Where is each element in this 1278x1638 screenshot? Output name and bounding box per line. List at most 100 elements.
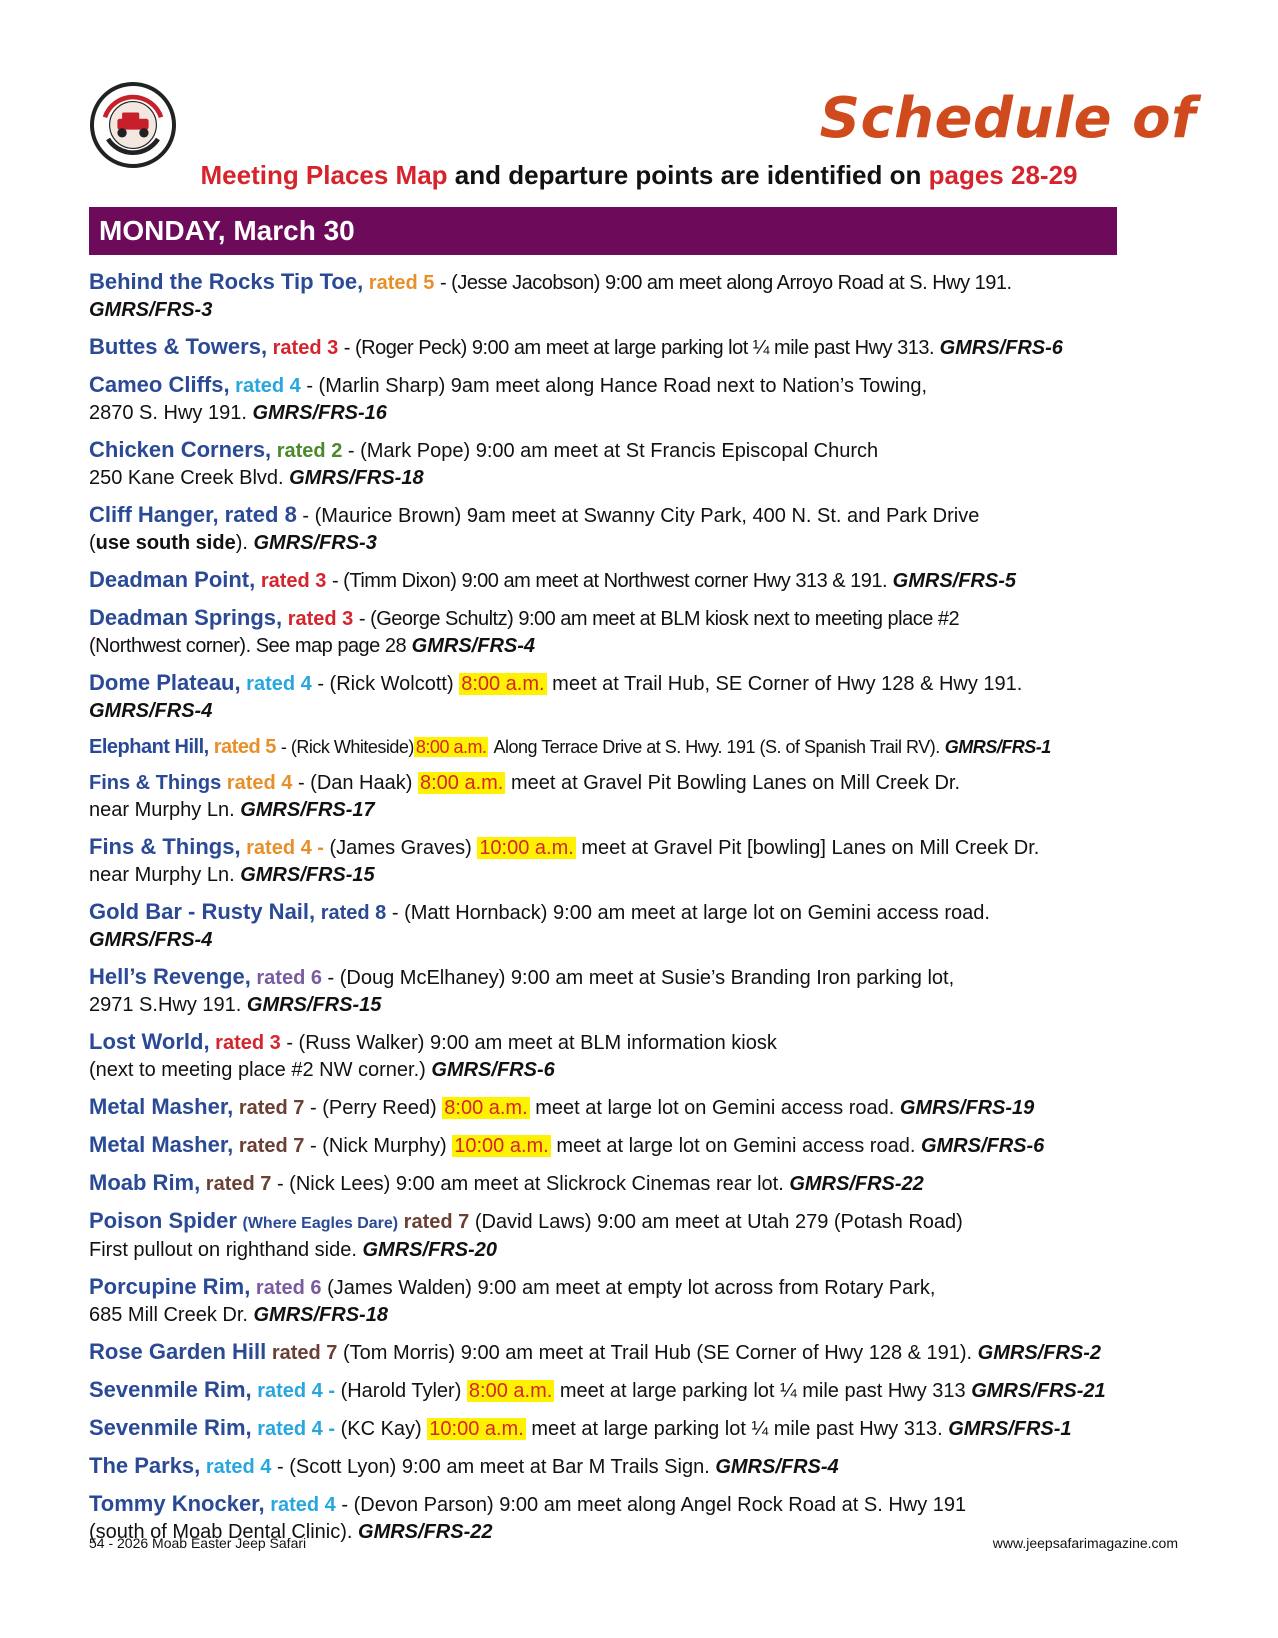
- departure-time-highlight: 8:00 a.m.: [442, 1097, 530, 1119]
- trail-rating: rated 4: [235, 375, 301, 397]
- trail-name: Cameo Cliffs,: [89, 372, 230, 397]
- radio-channel: GMRS/FRS-4: [411, 635, 536, 657]
- list-item: Cameo Cliffs, rated 4 - (Marlin Sharp) 9…: [89, 371, 1209, 427]
- trail-name: Sevenmile Rim,: [89, 1415, 252, 1440]
- trail-details: - (Doug McElhaney) 9:00 am meet at Susie…: [327, 967, 955, 989]
- trail-details: - (Dan Haak): [297, 772, 413, 794]
- radio-channel: GMRS/FRS-17: [240, 799, 375, 821]
- trail-rating: rated 4 -: [257, 1418, 336, 1440]
- radio-channel: GMRS/FRS-19: [899, 1097, 1035, 1119]
- trail-name: Deadman Point,: [89, 567, 256, 592]
- subtitle-text: and departure points are identified on: [447, 160, 929, 190]
- meeting-places-map-link[interactable]: Meeting Places Map: [200, 160, 448, 190]
- radio-channel: GMRS/FRS-22: [789, 1173, 924, 1195]
- list-item: Fins & Things rated 4 - (Dan Haak) 8:00 …: [89, 770, 1209, 824]
- trail-name: Behind the Rocks Tip Toe,: [89, 269, 364, 294]
- list-item: Fins & Things, rated 4 - (James Graves) …: [89, 833, 1209, 889]
- departure-time-highlight: 10:00 a.m.: [427, 1418, 526, 1440]
- radio-channel: GMRS/FRS-16: [252, 402, 387, 424]
- trail-name: Moab Rim,: [89, 1170, 201, 1195]
- trail-details-rest: meet at Gravel Pit Bowling Lanes on Mill…: [510, 772, 961, 794]
- trail-details-rest: meet at large parking lot ¼ mile past Hw…: [531, 1418, 943, 1440]
- departure-time-highlight: 8:00 a.m.: [413, 737, 489, 757]
- trail-details-line2-close: ).: [235, 532, 248, 554]
- departure-time-highlight: 10:00 a.m.: [477, 837, 576, 859]
- trail-name: Hell’s Revenge,: [89, 964, 251, 989]
- radio-channel: GMRS/FRS-15: [240, 864, 375, 886]
- trail-rating: rated 7: [403, 1211, 470, 1233]
- list-item: Rose Garden Hill rated 7 (Tom Morris) 9:…: [89, 1338, 1209, 1367]
- schedule-list: Behind the Rocks Tip Toe, rated 5 - (Jes…: [89, 268, 1209, 1546]
- departure-time-highlight: 8:00 a.m.: [417, 772, 506, 794]
- pages-reference[interactable]: pages 28-29: [928, 160, 1078, 190]
- radio-channel: GMRS/FRS-5: [892, 570, 1016, 592]
- list-item: The Parks, rated 4 - (Scott Lyon) 9:00 a…: [89, 1452, 1209, 1481]
- trail-name: Rose Garden Hill: [89, 1339, 267, 1364]
- trail-name: Chicken Corners,: [89, 437, 272, 462]
- list-item: Metal Masher, rated 7 - (Perry Reed) 8:0…: [89, 1093, 1209, 1122]
- trail-rating: rated 5: [368, 272, 435, 294]
- radio-channel: GMRS/FRS-1: [948, 1418, 1072, 1440]
- trail-details: - (Russ Walker) 9:00 am meet at BLM info…: [286, 1032, 777, 1054]
- trail-name: Deadman Springs,: [89, 605, 283, 630]
- trail-details-line2: 685 Mill Creek Dr.: [89, 1304, 248, 1326]
- trail-details: - (Mark Pope) 9:00 am meet at St Francis…: [347, 440, 879, 462]
- radio-channel: GMRS/FRS-4: [89, 929, 213, 951]
- trail-rating: rated 7: [205, 1173, 272, 1195]
- trail-details-rest: meet at Trail Hub, SE Corner of Hwy 128 …: [552, 673, 1023, 695]
- radio-channel: GMRS/FRS-1: [944, 737, 1052, 757]
- trail-name: Elephant Hill,: [89, 736, 209, 758]
- list-item: Lost World, rated 3 - (Russ Walker) 9:00…: [89, 1028, 1209, 1084]
- radio-channel: GMRS/FRS-21: [971, 1380, 1106, 1402]
- trail-details: (James Walden) 9:00 am meet at empty lot…: [327, 1277, 936, 1299]
- trail-details: - (Devon Parson) 9:00 am meet along Ange…: [341, 1494, 967, 1516]
- list-item: Metal Masher, rated 7 - (Nick Murphy) 10…: [89, 1131, 1209, 1160]
- trail-name: Cliff Hanger, rated 8: [89, 502, 297, 527]
- trail-details: - (Scott Lyon) 9:00 am meet at Bar M Tra…: [277, 1456, 710, 1478]
- trail-name: Dome Plateau,: [89, 670, 241, 695]
- trail-rating: rated 6: [256, 967, 322, 989]
- trail-details-line2: (next to meeting place #2 NW corner.): [89, 1059, 426, 1081]
- trail-details-line2: (Northwest corner). See map page 28: [89, 635, 407, 657]
- trail-rating: rated 4 -: [246, 837, 324, 859]
- trail-rating: rated 5: [213, 736, 277, 758]
- day-header: MONDAY, March 30: [89, 207, 1117, 255]
- trail-details-line2: 250 Kane Creek Blvd.: [89, 467, 284, 489]
- trail-name: Sevenmile Rim,: [89, 1377, 252, 1402]
- radio-channel: GMRS/FRS-6: [939, 337, 1063, 359]
- trail-details: - (George Schultz) 9:00 am meet at BLM k…: [358, 608, 960, 630]
- page-footer-left: 54 - 2026 Moab Easter Jeep Safari: [89, 1535, 307, 1551]
- trail-details-line2-open: (: [89, 532, 96, 554]
- trail-rating: rated 4 -: [257, 1380, 336, 1402]
- trail-details: - (Rick Wolcott): [317, 673, 454, 695]
- trail-rating: rated 4: [246, 673, 312, 695]
- trail-details: - (Perry Reed): [310, 1097, 437, 1119]
- list-item: Deadman Springs, rated 3 - (George Schul…: [89, 604, 1209, 660]
- radio-channel: GMRS/FRS-4: [89, 700, 213, 722]
- trail-rating: rated 7: [238, 1135, 305, 1157]
- trail-name: Poison Spider: [89, 1208, 237, 1233]
- trail-details: (Harold Tyler): [340, 1380, 462, 1402]
- list-item: Gold Bar - Rusty Nail, rated 8 - (Matt H…: [89, 898, 1209, 954]
- trail-details: - (Nick Murphy): [310, 1135, 447, 1157]
- list-item: Sevenmile Rim, rated 4 - (Harold Tyler) …: [89, 1376, 1209, 1405]
- trail-details: - (Rick Whiteside): [280, 737, 415, 757]
- list-item: Moab Rim, rated 7 - (Nick Lees) 9:00 am …: [89, 1169, 1209, 1198]
- jeep-logo-icon: [97, 89, 169, 161]
- trail-details: - (Jesse Jacobson) 9:00 am meet along Ar…: [439, 272, 1012, 294]
- trail-details: - (Timm Dixon) 9:00 am meet at Northwest…: [331, 570, 888, 592]
- radio-channel: GMRS/FRS-18: [289, 467, 424, 489]
- radio-channel: GMRS/FRS-3: [253, 532, 377, 554]
- radio-channel: GMRS/FRS-3: [89, 299, 213, 321]
- radio-channel: GMRS/FRS-22: [358, 1521, 493, 1543]
- trail-details: (David Laws) 9:00 am meet at Utah 279 (P…: [474, 1211, 963, 1233]
- list-item: Hell’s Revenge, rated 6 - (Doug McElhane…: [89, 963, 1209, 1019]
- trail-name: Metal Masher,: [89, 1132, 234, 1157]
- trail-rating: rated 4: [226, 772, 293, 794]
- list-item: Dome Plateau, rated 4 - (Rick Wolcott) 8…: [89, 669, 1209, 725]
- departure-time-highlight: 10:00 a.m.: [452, 1135, 551, 1157]
- website-link[interactable]: www.jeepsafarimagazine.com: [992, 1535, 1178, 1551]
- trail-details: (Tom Morris) 9:00 am meet at Trail Hub (…: [343, 1342, 973, 1364]
- trail-name: Metal Masher,: [89, 1094, 234, 1119]
- trail-rating: rated 3: [287, 608, 354, 630]
